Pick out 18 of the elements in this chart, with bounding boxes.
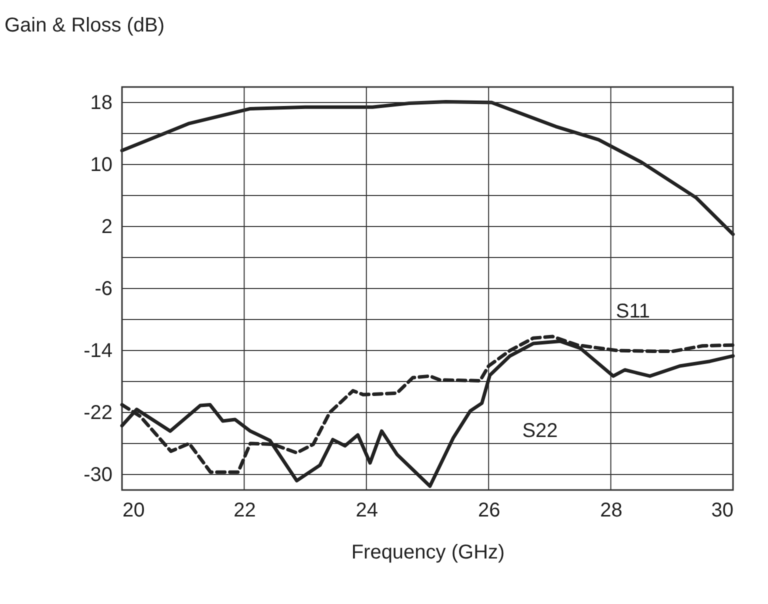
- x-tick-label: 24: [356, 500, 378, 522]
- x-axis-title: Frequency (GHz): [351, 542, 505, 564]
- series-label: S11: [616, 300, 650, 322]
- x-tick-label: 22: [234, 500, 256, 522]
- text: S22: [522, 420, 558, 442]
- y-tick-label: -22: [84, 402, 112, 424]
- line-series: [120, 100, 735, 236]
- y-tick-label: -30: [84, 464, 112, 486]
- x-tick-label: 26: [478, 500, 500, 522]
- y-tick-label: -6: [94, 278, 112, 300]
- x-tick-label: 20: [122, 500, 145, 522]
- y-axis-title: Gain & Rloss (dB): [4, 14, 165, 36]
- y-tick-label: -14: [84, 340, 112, 362]
- y-tick-label: 2: [101, 216, 112, 238]
- x-tick-label: 30: [711, 500, 734, 522]
- x-tick-label: 28: [600, 500, 622, 522]
- y-tick-label: 10: [90, 154, 112, 176]
- y-tick-label: 18: [90, 92, 112, 114]
